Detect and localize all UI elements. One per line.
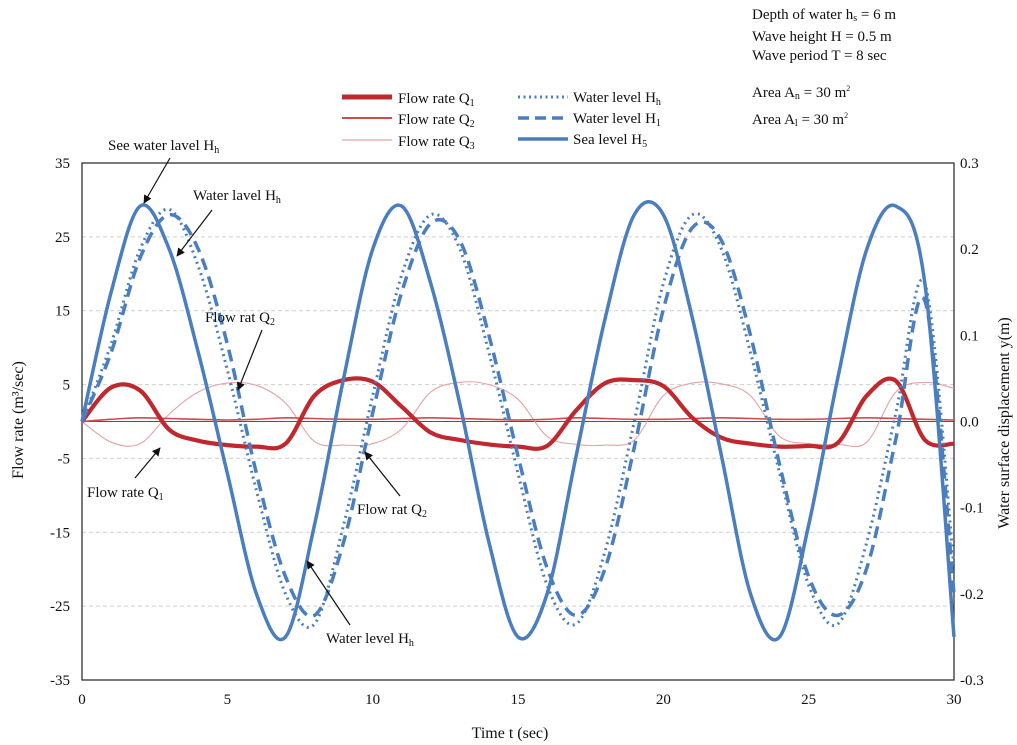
series-sea-level-h5: [80, 200, 956, 642]
legend-label-q3: Flow rate Q3: [398, 134, 475, 152]
y-right-tick-label: -0.1: [960, 501, 984, 517]
y-right-tick-label: -0.3: [960, 673, 984, 689]
annotation-water-level-1: Water lavel Hh: [193, 188, 281, 206]
series-flow-rate-q3: [81, 381, 955, 448]
y-left-tick-label: 25: [55, 230, 70, 246]
annotation-flow-q2-1: Flow rat Q2: [205, 310, 275, 328]
wave-parameters: Depth of water hs = 6 m Wave height H = …: [752, 6, 896, 133]
param-area-n: Area An = 30 m2: [752, 84, 851, 102]
annotation-water-level-2: Water level Hh: [326, 631, 414, 649]
grid-lines: [82, 236, 954, 607]
x-tick-label: 5: [224, 692, 232, 708]
legend-label-q2: Flow rate Q2: [398, 112, 475, 130]
param-depth: Depth of water hs = 6 m: [752, 7, 897, 24]
y-left-tick-label: -25: [50, 599, 70, 615]
annotation-arrow-1: [143, 157, 171, 204]
series-flow-rate-q1: [80, 376, 955, 451]
annotation-arrow-3: [236, 329, 263, 391]
y-left-tick-label: 5: [63, 378, 71, 394]
param-wave-period: Wave period T = 8 sec: [752, 48, 887, 64]
x-tick-label: 20: [656, 692, 671, 708]
annotation-arrow-4: [134, 447, 161, 479]
y-left-tick-label: 35: [55, 156, 70, 172]
y-left-tick-label: 15: [55, 304, 70, 320]
annotation-flow-q1: Flow rate Q1: [87, 485, 164, 503]
legend-label-h5: Sea level H5: [573, 132, 647, 150]
y-right-tick-label: -0.2: [960, 587, 984, 603]
y-right-tick-label: 0.1: [960, 328, 979, 344]
annotations: See water lavel Hh Water lavel Hh Flow r…: [87, 138, 427, 649]
y-left-tick-label: -35: [50, 673, 70, 689]
legend: Flow rate Q1 Flow rate Q2 Flow rate Q3 W…: [342, 90, 661, 152]
annotation-arrow-2: [176, 209, 213, 257]
annotation-see-water-level: See water lavel Hh: [108, 138, 219, 156]
y-axis-left-title: Flow rate (m³/sec): [10, 361, 27, 479]
y-right-tick-label: 0.0: [960, 415, 979, 431]
param-wave-height: Wave height H = 0.5 m: [752, 29, 892, 45]
y-axis-right-title: Water surface displacement y(m): [996, 317, 1013, 529]
x-tick-label: 0: [78, 692, 86, 708]
annotation-arrow-6: [306, 560, 351, 626]
legend-label-h1: Water level H1: [573, 111, 661, 129]
y-right-tick-label: 0.2: [960, 242, 979, 258]
y-right-tick-label: 0.3: [960, 156, 979, 172]
annotation-arrow-5: [364, 451, 401, 497]
tick-labels: 0 5 10 15 20 25 30 35 25 15 5 -5 -15 -25 -35 0.3 0.2 0.1 0…: [50, 156, 984, 708]
legend-label-hh: Water level Hh: [573, 90, 661, 108]
param-area-l: Area Al = 30 m2: [752, 111, 849, 129]
series-water-level-h1: [80, 212, 956, 619]
series-water-level-hh: [80, 207, 956, 629]
x-axis-title: Time t (sec): [472, 725, 549, 742]
series-flow-rate-q2: [81, 416, 955, 423]
x-tick-label: 25: [801, 692, 816, 708]
legend-label-q1: Flow rate Q1: [398, 91, 475, 109]
x-tick-label: 30: [947, 692, 962, 708]
x-tick-label: 10: [365, 692, 380, 708]
annotation-flow-q2-2: Flow rat Q2: [357, 502, 427, 520]
x-tick-label: 15: [511, 692, 526, 708]
y-left-tick-label: -15: [50, 525, 70, 541]
series-layer: [80, 200, 956, 642]
y-left-tick-label: -5: [58, 451, 71, 467]
